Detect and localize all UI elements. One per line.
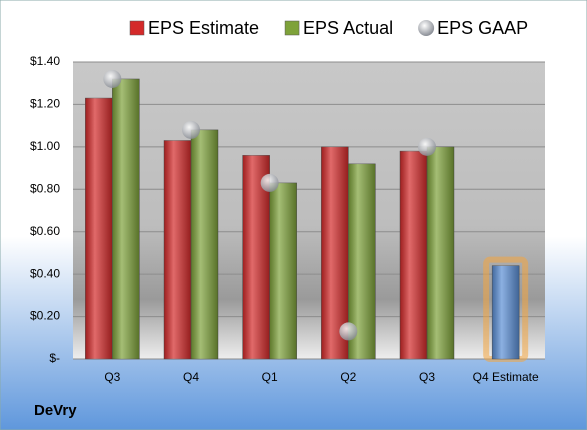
bar-group [112,78,140,360]
x-tick-label: Q1 [262,370,278,384]
bar-shine [269,182,297,359]
bar-group [399,150,428,360]
gaap-marker [103,69,122,88]
y-tick-label: $1.20 [30,97,60,111]
bar-group [269,182,297,360]
bar-shine [85,98,113,360]
gaap-marker [339,322,358,341]
bar-shine [164,140,191,359]
gaap-marker [418,137,436,156]
bar-shine [112,78,140,359]
bar-group [491,265,520,360]
bar-shine [191,129,218,359]
bar-shine [492,265,520,359]
bar-group [85,97,113,360]
y-tick-label: $0.60 [30,224,60,238]
y-tick-label: $1.00 [30,139,60,153]
x-tick-label: Q4 Estimate [473,370,539,384]
legend-label: EPS GAAP [437,18,528,38]
bar-group [163,140,192,360]
y-tick-label: $1.40 [30,54,60,68]
footer: DeVry [34,402,77,419]
bar-group [426,146,455,360]
x-tick-label: Q3 [419,370,435,384]
y-tick-label: $- [49,351,60,365]
y-tick-label: $0.20 [30,309,60,323]
bar-shine [427,146,454,359]
legend-label: EPS Actual [303,18,393,38]
legend-label: EPS Estimate [148,18,259,38]
legend-marker [418,20,435,36]
bar-group [190,129,219,360]
legend-marker [284,20,300,36]
bar-group [321,146,349,360]
y-tick-label: $0.40 [30,266,60,280]
x-tick-label: Q3 [104,370,120,384]
x-tick-label: Q2 [340,370,356,384]
y-tick-label: $0.80 [30,181,60,195]
legend-marker [129,20,145,36]
x-tick-label: Q4 [183,370,199,384]
plot-area [73,62,545,359]
gaap-marker [182,120,200,139]
gaap-marker [260,173,279,192]
bar-shine [400,151,427,359]
